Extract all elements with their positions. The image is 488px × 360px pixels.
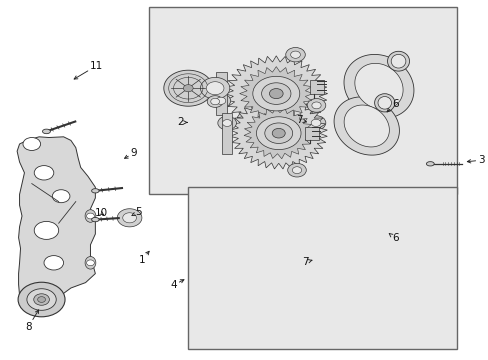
Circle shape: [261, 83, 290, 104]
Polygon shape: [230, 98, 326, 169]
Circle shape: [306, 99, 325, 112]
Polygon shape: [206, 82, 224, 95]
Circle shape: [264, 123, 292, 143]
Polygon shape: [117, 209, 142, 227]
Ellipse shape: [91, 189, 99, 193]
Circle shape: [86, 213, 94, 219]
Circle shape: [217, 116, 236, 130]
Circle shape: [285, 48, 305, 62]
Circle shape: [256, 117, 301, 150]
Text: 5: 5: [132, 207, 142, 217]
Ellipse shape: [377, 96, 391, 109]
Polygon shape: [163, 70, 212, 106]
Polygon shape: [210, 98, 219, 105]
Polygon shape: [200, 77, 229, 99]
Text: 2: 2: [177, 117, 187, 127]
Circle shape: [310, 119, 320, 126]
Text: 7: 7: [302, 257, 311, 267]
Text: 7: 7: [295, 114, 306, 125]
Bar: [149, 7, 456, 194]
Ellipse shape: [85, 210, 96, 222]
Polygon shape: [17, 137, 95, 306]
Circle shape: [292, 167, 301, 174]
Text: 6: 6: [386, 99, 398, 112]
Text: 9: 9: [124, 148, 137, 158]
Circle shape: [252, 76, 299, 111]
Bar: [309, 80, 324, 94]
Polygon shape: [333, 97, 399, 155]
Ellipse shape: [374, 94, 394, 112]
Circle shape: [216, 97, 225, 104]
Polygon shape: [239, 67, 312, 121]
Ellipse shape: [85, 256, 96, 269]
Circle shape: [305, 116, 325, 130]
Ellipse shape: [42, 129, 50, 134]
Ellipse shape: [91, 217, 99, 222]
Circle shape: [211, 94, 230, 108]
Text: 4: 4: [170, 280, 183, 290]
Polygon shape: [224, 56, 327, 131]
Circle shape: [23, 138, 41, 150]
Polygon shape: [122, 213, 136, 223]
Circle shape: [287, 163, 305, 177]
Circle shape: [311, 102, 321, 109]
Circle shape: [34, 221, 59, 239]
Circle shape: [86, 260, 94, 266]
Circle shape: [34, 166, 54, 180]
Circle shape: [38, 297, 45, 302]
Circle shape: [269, 89, 283, 99]
Circle shape: [52, 190, 70, 203]
Text: 11: 11: [74, 60, 103, 79]
Circle shape: [18, 282, 65, 317]
Circle shape: [183, 85, 193, 92]
Text: 3: 3: [467, 155, 484, 165]
Circle shape: [272, 129, 285, 138]
Text: 6: 6: [388, 233, 398, 243]
Bar: [188, 187, 456, 349]
Polygon shape: [343, 54, 413, 118]
Text: 8: 8: [25, 310, 39, 332]
Bar: [216, 72, 226, 115]
Bar: [305, 127, 318, 140]
Polygon shape: [354, 63, 402, 109]
Text: 10: 10: [95, 208, 107, 218]
Polygon shape: [244, 108, 313, 159]
Circle shape: [27, 289, 56, 310]
Text: 1: 1: [138, 251, 149, 265]
Ellipse shape: [386, 51, 409, 71]
Circle shape: [44, 256, 63, 270]
Circle shape: [222, 120, 231, 126]
Polygon shape: [344, 105, 388, 147]
Ellipse shape: [426, 162, 433, 166]
Ellipse shape: [390, 54, 405, 68]
Circle shape: [34, 294, 49, 305]
Polygon shape: [207, 96, 223, 107]
Circle shape: [290, 51, 300, 58]
Bar: [221, 113, 231, 154]
